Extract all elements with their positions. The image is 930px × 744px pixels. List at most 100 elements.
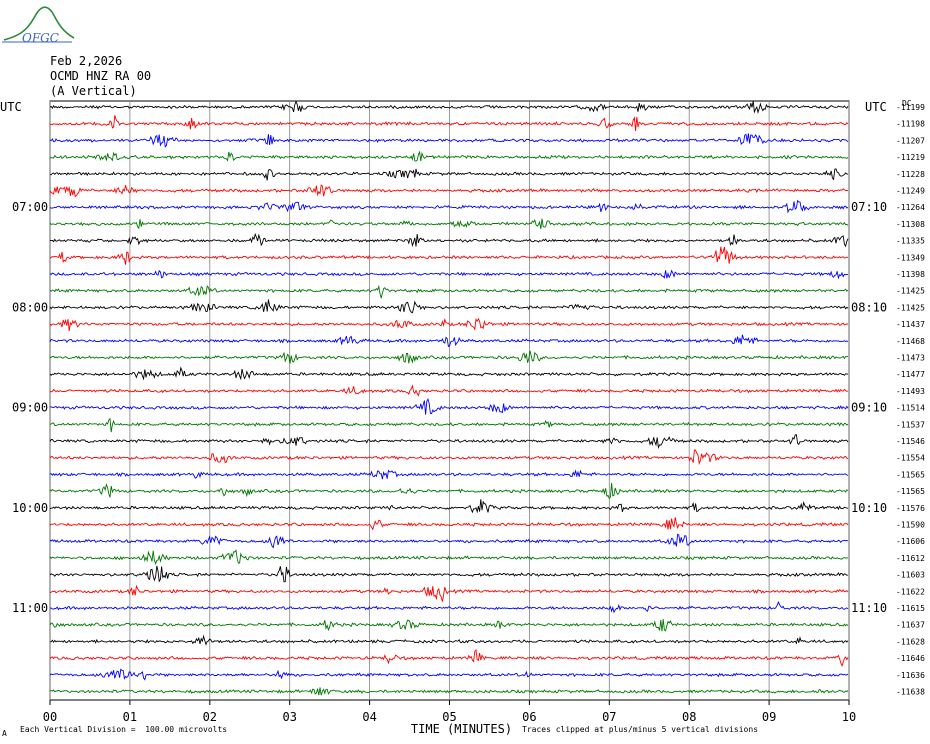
dc-offset-label: -11425 — [896, 303, 925, 312]
seismic-trace — [49, 100, 849, 114]
logo-text: OFGC — [22, 31, 59, 44]
seismic-trace — [49, 417, 849, 433]
seismic-trace — [49, 350, 849, 364]
dc-offset-label: -11576 — [896, 504, 925, 513]
seismic-trace — [49, 317, 849, 331]
seismic-trace — [49, 168, 848, 181]
x-tick-label: 07 — [602, 710, 616, 724]
dc-offset-label: -11636 — [896, 671, 925, 680]
dc-offset-label: -11638 — [896, 688, 925, 697]
seismic-trace — [49, 115, 849, 132]
left-hour-label: 11:00 — [12, 601, 48, 615]
dc-offset-label: -11198 — [896, 120, 925, 129]
seismic-trace — [49, 687, 849, 696]
dc-offset-label: -11565 — [896, 487, 925, 496]
seismic-trace — [49, 150, 849, 162]
dc-offset-label: -11615 — [896, 604, 925, 613]
right-hour-label: 08:10 — [851, 300, 887, 314]
seismic-trace — [49, 449, 849, 466]
seismic-trace — [49, 469, 849, 480]
x-tick-label: 05 — [442, 710, 456, 724]
ofgc-logo: OFGC — [0, 2, 75, 48]
dc-offset-label: -11622 — [896, 587, 925, 596]
x-axis-title: TIME (MINUTES) — [411, 722, 512, 736]
dc-offset-label: -11514 — [896, 404, 925, 413]
seismic-trace — [49, 246, 849, 265]
seismic-trace — [49, 199, 849, 214]
seismic-trace — [49, 565, 849, 583]
logo-graphic: OFGC — [2, 6, 75, 45]
logo-mountain-icon — [3, 6, 75, 41]
seismic-trace — [49, 366, 849, 381]
seismic-trace — [49, 648, 849, 667]
scale-note: Each Vertical Division = 100.00 microvol… — [20, 725, 228, 734]
dc-offset-label: -11554 — [896, 454, 925, 463]
seismic-trace — [49, 499, 849, 514]
dc-offset-label: -11437 — [896, 320, 925, 329]
dc-offset-label: -11308 — [896, 220, 925, 229]
dc-offset-label: -11207 — [896, 136, 925, 145]
x-tick-label: 10 — [842, 710, 856, 724]
dc-offset-label: -11473 — [896, 354, 925, 363]
x-tick-label: 06 — [522, 710, 536, 724]
seismic-trace — [49, 482, 849, 500]
date-label: Feb 2,2026 — [50, 54, 123, 68]
right-hour-label: 11:10 — [851, 601, 887, 615]
station-label: OCMD HNZ RA 00 — [50, 69, 152, 83]
dc-offset-label: -11493 — [896, 387, 925, 396]
dc-offset-label: -11468 — [896, 337, 925, 346]
dc-offset-label: -11199 — [896, 103, 925, 112]
seismic-trace — [49, 517, 849, 531]
dc-offset-label: -11565 — [896, 470, 925, 479]
right-hour-label: 10:10 — [851, 501, 887, 515]
seismic-trace — [49, 269, 849, 280]
dc-offset-label: -11335 — [896, 237, 925, 246]
dc-offset-label: -11628 — [896, 637, 925, 646]
component-label: (A Vertical) — [50, 84, 137, 98]
x-tick-label: 00 — [43, 710, 57, 724]
seismic-trace — [49, 584, 849, 602]
dc-offset-label: -11264 — [896, 203, 925, 212]
dc-offset-label: -11646 — [896, 654, 925, 663]
seismic-trace — [49, 218, 849, 230]
x-tick-label: 09 — [762, 710, 776, 724]
seismic-trace — [49, 334, 849, 348]
dc-offset-label: -11537 — [896, 420, 925, 429]
right-hour-label: 09:10 — [851, 401, 887, 415]
x-tick-label: 04 — [362, 710, 376, 724]
clip-note: Traces clipped at plus/minus 5 vertical … — [522, 725, 759, 734]
dc-offset-label: -11228 — [896, 170, 925, 179]
x-tick-label: 08 — [682, 710, 696, 724]
dc-offset-label: -11546 — [896, 437, 925, 446]
seismic-trace — [49, 232, 849, 248]
seismic-trace — [49, 133, 849, 148]
seismic-trace — [49, 634, 849, 646]
seismic-trace — [49, 434, 849, 449]
seismic-trace — [49, 600, 849, 614]
right-hour-label: 07:10 — [851, 200, 887, 214]
dc-column-label: DC — [902, 99, 912, 108]
seismic-trace — [49, 619, 849, 632]
dc-offset-label: -11637 — [896, 621, 925, 630]
dc-offset-label: -11590 — [896, 521, 925, 530]
x-tick-label: 03 — [282, 710, 296, 724]
dc-offset-label: -11603 — [896, 571, 925, 580]
dc-offset-label: -11349 — [896, 253, 925, 262]
left-hour-label: 10:00 — [12, 501, 48, 515]
dc-offset-label: -11425 — [896, 287, 925, 296]
dc-offset-label: -11612 — [896, 554, 925, 563]
left-hour-label: 08:00 — [12, 300, 48, 314]
left-utc-label: UTC — [0, 100, 22, 114]
seismic-trace — [49, 184, 849, 198]
dc-offset-label: -11219 — [896, 153, 925, 162]
dc-offset-label: -11398 — [896, 270, 925, 279]
seismic-trace — [49, 533, 849, 549]
dc-offset-label: -11606 — [896, 537, 925, 546]
x-tick-label: 01 — [123, 710, 137, 724]
seismic-trace — [49, 384, 849, 397]
seismic-trace — [49, 299, 849, 314]
x-tick-label: 02 — [203, 710, 217, 724]
dc-offset-label: -11477 — [896, 370, 925, 379]
seismic-trace — [49, 398, 849, 415]
